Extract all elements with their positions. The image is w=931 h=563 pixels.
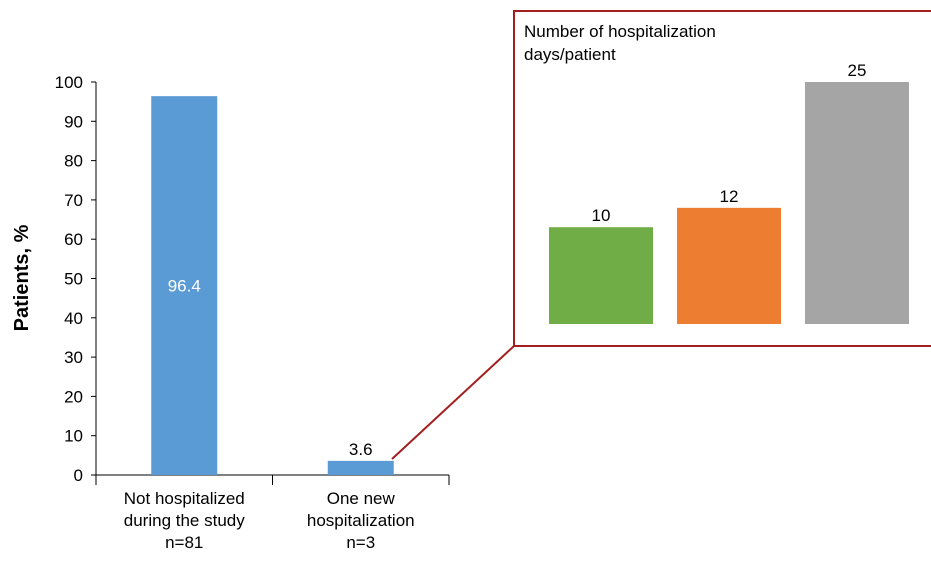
bar bbox=[327, 460, 394, 475]
x-category-label: hospitalization bbox=[307, 511, 415, 530]
y-tick-label: 50 bbox=[64, 270, 83, 289]
inset-bar-data-label: 10 bbox=[592, 206, 611, 225]
y-tick-label: 80 bbox=[64, 152, 83, 171]
inset-bar bbox=[677, 207, 781, 324]
y-tick-label: 70 bbox=[64, 191, 83, 210]
y-tick-label: 90 bbox=[64, 112, 83, 131]
y-tick-label: 0 bbox=[74, 466, 83, 485]
inset-bar bbox=[805, 82, 909, 324]
inset-bar bbox=[549, 227, 653, 324]
zoom-connector-line bbox=[391, 345, 515, 460]
x-category-label: One new bbox=[327, 489, 396, 508]
y-tick-label: 40 bbox=[64, 309, 83, 328]
y-tick-label: 30 bbox=[64, 348, 83, 367]
x-category-label: during the study bbox=[124, 511, 245, 530]
bar-data-label: 3.6 bbox=[349, 440, 373, 459]
y-axis-label: Patients, % bbox=[11, 224, 33, 331]
inset-bar-chart: Number of hospitalization days/patient 1… bbox=[513, 10, 931, 347]
inset-title-line-2: days/patient bbox=[524, 45, 616, 64]
inset-bars: 10 12 25 bbox=[549, 61, 909, 324]
y-tick-label: 20 bbox=[64, 387, 83, 406]
y-axis-ticks: 0 10 20 30 40 50 60 70 80 90 100 bbox=[55, 73, 96, 485]
y-tick-label: 10 bbox=[64, 427, 83, 446]
inset-bar-data-label: 12 bbox=[720, 187, 739, 206]
inset-title-line-1: Number of hospitalization bbox=[524, 22, 716, 41]
x-category-label: n=3 bbox=[346, 533, 375, 552]
bar-data-label: 96.4 bbox=[168, 277, 201, 296]
y-tick-label: 100 bbox=[55, 73, 83, 92]
bar bbox=[151, 96, 218, 475]
inset-bar-data-label: 25 bbox=[848, 61, 867, 80]
x-category-label: n=81 bbox=[165, 533, 203, 552]
y-tick-label: 60 bbox=[64, 230, 83, 249]
main-bar-chart: 0 10 20 30 40 50 60 70 80 90 100 96.4 Not hospitali… bbox=[11, 73, 450, 552]
x-category-label: Not hospitalized bbox=[124, 489, 245, 508]
x-axis-ticks bbox=[95, 475, 450, 485]
main-bars: 96.4 Not hospitalized during the study n=81… bbox=[124, 96, 415, 552]
